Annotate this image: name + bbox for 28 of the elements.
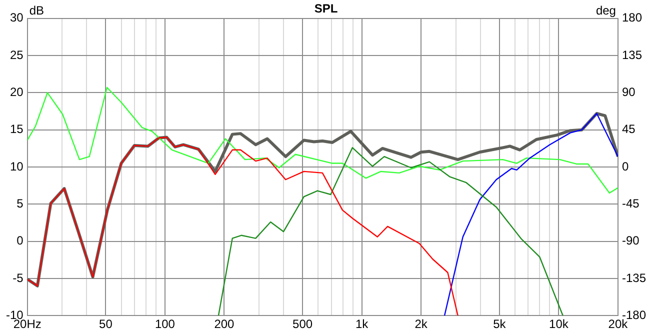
y-tick-label: 10 — [10, 159, 24, 174]
x-tick-label: 20k — [608, 317, 629, 332]
y2-tick-label: -45 — [622, 196, 640, 210]
y-tick-label: 30 — [10, 10, 24, 25]
y2-tick-label: -135 — [622, 270, 646, 285]
x-tick-label: 5k — [493, 317, 507, 332]
y2-tick-label: 135 — [622, 48, 642, 62]
x-tick-label: 100 — [154, 317, 176, 332]
y-tick-label: 5 — [16, 196, 24, 210]
x-tick-label: 1k — [355, 317, 370, 332]
y2-tick-label: 45 — [622, 122, 636, 136]
y2-tick-label: 90 — [622, 85, 636, 100]
y-tick-label: 25 — [10, 48, 24, 62]
y2-tick-label: -90 — [622, 234, 640, 248]
x-tick-label: 500 — [292, 317, 313, 332]
chart-title: SPL — [314, 2, 338, 16]
y-tick-label: 0 — [16, 234, 24, 248]
x-tick-label: 2k — [414, 317, 428, 332]
y-tick-label: 15 — [10, 122, 24, 136]
y2-tick-label: 0 — [622, 159, 629, 174]
y-tick-label: 20 — [10, 85, 24, 100]
y-tick-label: -5 — [12, 270, 24, 285]
y2-tick-label: 180 — [622, 10, 642, 25]
x-tick-label: 50 — [99, 317, 113, 332]
x-tick-label: 10k — [549, 317, 570, 332]
y-axis-title: dB — [29, 4, 44, 18]
x-tick-label: 200 — [214, 317, 235, 332]
y2-axis-title: deg — [596, 4, 616, 18]
